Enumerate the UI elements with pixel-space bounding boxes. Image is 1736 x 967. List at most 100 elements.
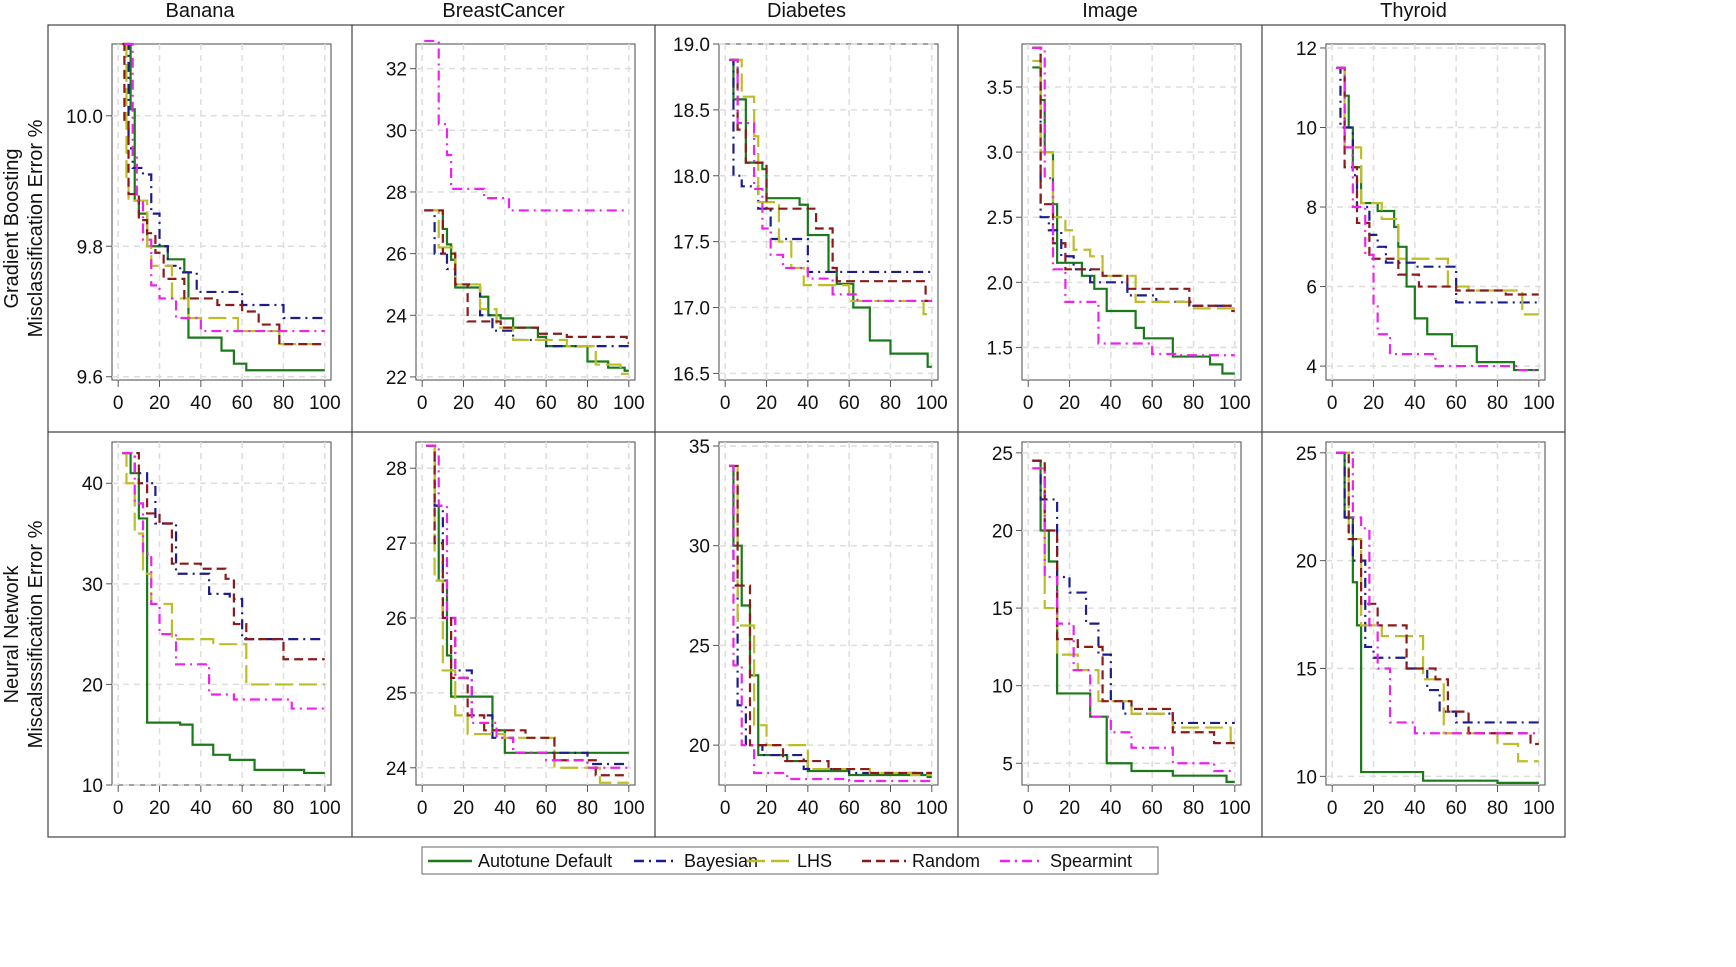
legend-label: Spearmint	[1050, 851, 1132, 871]
x-tick-label: 60	[1446, 798, 1467, 819]
series-line-spearmint	[1032, 467, 1235, 773]
x-tick-label: 80	[1487, 798, 1508, 819]
series-line-lhs	[731, 58, 932, 316]
y-tick-label: 25	[386, 684, 407, 705]
series-line-lhs	[731, 464, 932, 777]
x-tick-label: 0	[417, 393, 428, 414]
y-tick-label: 27	[386, 534, 407, 555]
panel-image-neural-network: 0 20 40 60 80 100 5 10 15 20 25	[992, 441, 1251, 819]
legend-label: LHS	[797, 851, 832, 871]
x-tick-label: 0	[720, 393, 731, 414]
plot-area	[111, 43, 332, 381]
x-tick-label: 100	[1523, 393, 1555, 414]
y-tick-label: 25	[992, 444, 1013, 465]
plot-area	[111, 441, 332, 786]
column-title: Diabetes	[767, 0, 846, 22]
x-tick-label: 40	[494, 393, 515, 414]
series-line-spearmint	[1336, 66, 1539, 372]
x-tick-label: 0	[720, 798, 731, 819]
x-tick-label: 60	[1142, 798, 1163, 819]
column-title: Image	[1082, 0, 1138, 22]
x-tick-label: 20	[1059, 393, 1080, 414]
y-tick-label: 8	[1306, 198, 1317, 219]
panel-breastcancer-neural-network: 0 20 40 60 80 100 24 25 26 27 28	[386, 441, 645, 819]
series-line-spearmint	[729, 58, 932, 303]
x-tick-label: 80	[577, 393, 598, 414]
plot-area	[718, 441, 939, 786]
x-tick-label: 40	[1404, 798, 1425, 819]
series-line-bayesian	[1336, 451, 1539, 724]
y-tick-label: 20	[82, 675, 103, 696]
x-tick-label: 40	[190, 798, 211, 819]
x-tick-label: 100	[1219, 393, 1251, 414]
y-tick-label: 28	[386, 183, 407, 204]
x-tick-label: 20	[1363, 393, 1384, 414]
y-tick-label: 25	[1296, 444, 1317, 465]
x-tick-label: 40	[1404, 393, 1425, 414]
x-tick-label: 100	[613, 798, 645, 819]
x-tick-label: 0	[113, 798, 124, 819]
series-line-random	[122, 42, 325, 346]
row-label: Gradient Boosting Misclassification Error…	[1, 119, 47, 337]
x-tick-label: 80	[577, 798, 598, 819]
y-tick-label: 12	[1296, 39, 1317, 60]
x-tick-label: 60	[1446, 393, 1467, 414]
plot-area	[415, 43, 636, 381]
series-line-autotune-default	[424, 209, 629, 372]
plot-area	[1325, 43, 1546, 381]
series-line-bayesian	[1336, 66, 1539, 304]
series-line-bayesian	[124, 42, 325, 320]
x-tick-label: 0	[1327, 393, 1338, 414]
y-tick-label: 30	[689, 537, 710, 558]
legend-box	[421, 846, 1159, 875]
x-tick-label: 40	[1100, 798, 1121, 819]
y-tick-label: 10.0	[66, 107, 103, 128]
x-tick-label: 60	[232, 393, 253, 414]
x-tick-label: 20	[1059, 798, 1080, 819]
y-tick-label: 18.5	[673, 101, 710, 122]
y-tick-label: 35	[689, 437, 710, 458]
series-line-bayesian	[122, 451, 325, 641]
series-line-random	[1032, 46, 1235, 313]
x-tick-label: 0	[1327, 798, 1338, 819]
x-tick-label: 40	[797, 393, 818, 414]
series-line-spearmint	[424, 39, 629, 212]
y-tick-label: 25	[689, 636, 710, 657]
y-tick-label: 3.5	[987, 78, 1013, 99]
y-tick-label: 10	[1296, 119, 1317, 140]
series-line-spearmint	[729, 464, 932, 783]
x-tick-label: 0	[1023, 798, 1034, 819]
y-tick-label: 6	[1306, 278, 1317, 299]
series-line-lhs	[426, 444, 629, 784]
row-label-line: Gradient Boosting	[1, 148, 23, 308]
y-tick-label: 18.0	[673, 167, 710, 188]
x-tick-label: 60	[839, 798, 860, 819]
y-tick-label: 5	[1002, 754, 1013, 775]
x-tick-label: 20	[756, 393, 777, 414]
series-line-lhs	[1338, 66, 1539, 316]
y-tick-label: 26	[386, 609, 407, 630]
panel-banana-neural-network: 0 20 40 60 80 100 10 20 30 40	[82, 441, 341, 819]
x-tick-label: 60	[536, 798, 557, 819]
series-line-random	[731, 58, 932, 303]
x-tick-label: 100	[916, 393, 948, 414]
column-title: Banana	[166, 0, 236, 22]
x-tick-label: 0	[113, 393, 124, 414]
y-tick-label: 1.5	[987, 338, 1013, 359]
series-line-autotune-default	[126, 42, 325, 372]
y-tick-label: 30	[386, 121, 407, 142]
y-tick-label: 10	[992, 677, 1013, 698]
row-label-line: Misclassification Error %	[25, 119, 47, 337]
x-tick-label: 40	[494, 798, 515, 819]
x-tick-label: 60	[536, 393, 557, 414]
series-line-random	[1338, 66, 1539, 296]
series-line-spearmint	[122, 451, 325, 710]
y-tick-label: 2.0	[987, 273, 1013, 294]
y-tick-label: 22	[386, 368, 407, 389]
x-tick-label: 60	[1142, 393, 1163, 414]
x-tick-label: 80	[1183, 393, 1204, 414]
x-tick-label: 40	[1100, 393, 1121, 414]
x-tick-label: 60	[839, 393, 860, 414]
series-line-bayesian	[424, 209, 629, 348]
x-tick-label: 100	[1219, 798, 1251, 819]
